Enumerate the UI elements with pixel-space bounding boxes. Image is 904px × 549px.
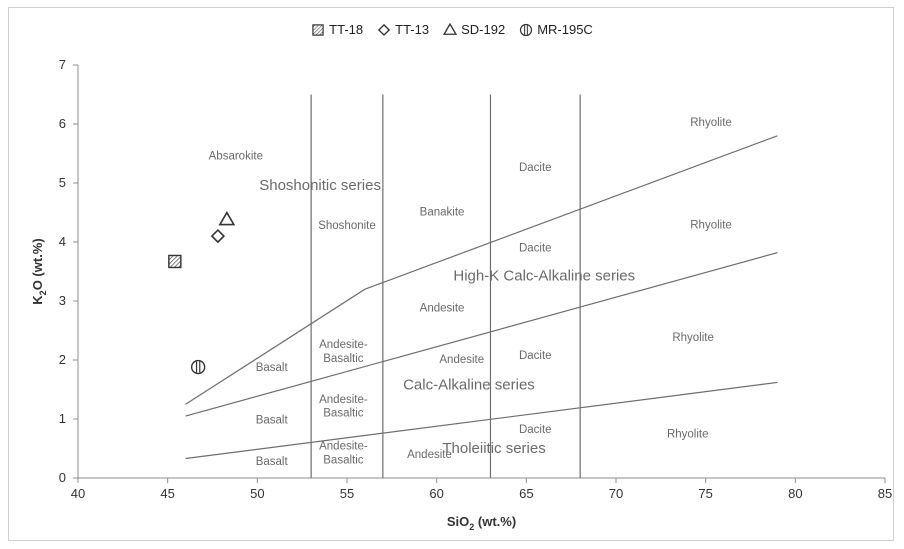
field-label: Shoshonite <box>318 220 376 232</box>
y-tick-label: 1 <box>59 411 66 426</box>
y-tick-label: 3 <box>59 293 66 308</box>
legend-item: TT-18 <box>311 22 363 37</box>
legend-marker <box>520 23 533 36</box>
legend-item: SD-192 <box>443 22 505 37</box>
y-tick-label: 5 <box>59 175 66 190</box>
legend-label: SD-192 <box>461 22 506 37</box>
x-tick-label: 40 <box>71 486 85 501</box>
field-label: Andesite <box>407 449 452 461</box>
x-tick-label: 60 <box>429 486 443 501</box>
legend-label: TT-13 <box>395 22 430 37</box>
data-point-sd-192 <box>218 210 236 226</box>
data-point-tt-13 <box>210 228 226 244</box>
x-tick-label: 80 <box>788 486 802 501</box>
legend-marker <box>312 23 324 36</box>
x-tick-label: 85 <box>878 486 892 501</box>
series-boundary-line <box>185 381 778 460</box>
series-label: High-K Calc-Alkaline series <box>453 267 635 284</box>
field-label: Rhyolite <box>690 219 732 231</box>
field-label: Basalt <box>256 362 289 374</box>
field-label: Rhyolite <box>672 332 714 344</box>
x-tick-label: 70 <box>609 486 623 501</box>
field-label: Basalt <box>256 415 289 427</box>
y-tick-label: 4 <box>59 234 66 249</box>
x-tick-label: 50 <box>250 486 264 501</box>
legend-item: MR-195C <box>519 22 593 37</box>
x-tick-label: 75 <box>698 486 712 501</box>
y-tick-label: 6 <box>59 116 66 131</box>
field-label: Basalt <box>256 456 289 468</box>
series-label: Calc-Alkaline series <box>403 377 535 394</box>
series-boundary-line <box>185 135 778 405</box>
field-label: Dacite <box>519 424 552 436</box>
data-point-tt-18 <box>168 254 182 269</box>
legend-marker <box>378 23 391 36</box>
y-tick-label: 0 <box>59 470 66 485</box>
y-tick-label: 2 <box>59 352 66 367</box>
series-boundary-line <box>185 252 778 417</box>
field-label: Rhyolite <box>690 117 732 129</box>
x-tick-label: 55 <box>340 486 354 501</box>
legend-label: TT-18 <box>329 22 364 37</box>
field-label: Andesite- <box>319 339 368 351</box>
field-label: Dacite <box>519 350 552 362</box>
legend-item: TT-13 <box>377 22 429 37</box>
chart-legend: TT-18 TT-13 SD-192 MR-195C <box>0 22 904 37</box>
field-label: Banakite <box>420 206 465 218</box>
field-label: Dacite <box>519 242 552 254</box>
field-label: Basaltic <box>323 353 364 365</box>
chart-frame <box>8 7 894 541</box>
field-label: Dacite <box>519 162 552 174</box>
y-axis-title: K2O (wt.%) <box>30 238 48 304</box>
x-axis-title: SiO2 (wt.%) <box>447 514 516 532</box>
data-point-mr-195c <box>190 359 206 375</box>
field-label: Andesite- <box>319 441 368 453</box>
field-label: Andesite- <box>319 394 368 406</box>
field-label: Andesite <box>420 303 465 315</box>
field-label: Rhyolite <box>667 428 709 440</box>
series-label: Tholeiitic series <box>442 440 545 457</box>
x-tick-label: 65 <box>519 486 533 501</box>
field-label: Andesite <box>439 354 484 366</box>
y-tick-label: 7 <box>59 57 66 72</box>
x-tick-label: 45 <box>160 486 174 501</box>
field-label: Basaltic <box>323 454 364 466</box>
field-label: Absarokite <box>209 150 263 162</box>
legend-marker <box>443 22 458 35</box>
legend-label: MR-195C <box>537 22 593 37</box>
series-label: Shoshonitic series <box>259 177 381 194</box>
field-label: Basaltic <box>323 408 364 420</box>
